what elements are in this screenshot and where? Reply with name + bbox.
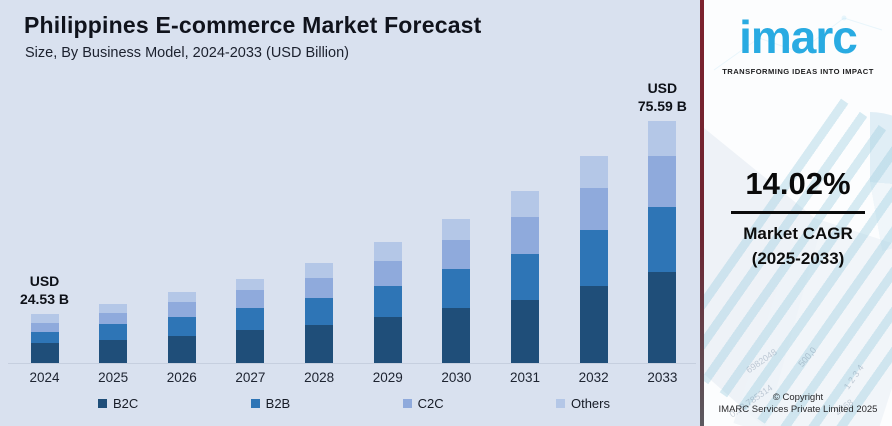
bar-segment-2031-others	[511, 191, 540, 217]
bar-value-label-2024: USD 24.53 B	[19, 273, 70, 307]
bar-segment-2026-b2b	[167, 317, 196, 336]
chart-legend: B2C B2B C2C Others	[98, 396, 610, 411]
bar-segment-2033-b2b	[648, 207, 677, 272]
legend-item-c2c: C2C	[402, 396, 444, 411]
bar-segment-2025-b2c	[99, 339, 128, 363]
bar-segment-2027-others	[236, 279, 265, 290]
bar-segment-2030-others	[442, 219, 471, 240]
cagr-value: 14.02%	[745, 166, 851, 201]
x-tick-2027: 2027	[235, 370, 266, 385]
watermark-text: 6982048	[744, 346, 779, 376]
cagr-label: Market CAGR	[743, 224, 853, 243]
cagr-divider	[731, 211, 865, 214]
bar-group-2026	[167, 292, 196, 363]
bar-group-2029	[373, 242, 402, 363]
bar-segment-2025-c2c	[99, 313, 128, 324]
bar-segment-2028-b2c	[305, 325, 334, 363]
bar-segment-2028-b2b	[305, 298, 334, 325]
cagr-period: (2025-2033)	[751, 249, 845, 268]
x-tick-2031: 2031	[510, 370, 541, 385]
x-tick-2028: 2028	[304, 370, 335, 385]
watermark-text: 1 2 3 4	[841, 362, 866, 392]
legend-label: Others	[570, 396, 610, 411]
x-tick-2033: 2033	[647, 370, 678, 385]
bar-segment-2032-b2c	[579, 286, 608, 363]
bar-segment-2027-c2c	[236, 290, 265, 308]
bar-segment-2033-c2c	[648, 156, 677, 207]
legend-swatch-b2b-icon	[250, 399, 260, 408]
copyright-line1: © Copyright	[772, 392, 824, 403]
x-tick-2025: 2025	[98, 370, 129, 385]
bar-segment-2029-others	[373, 242, 402, 261]
chart-subtitle: Size, By Business Model, 2024-2033 (USD …	[25, 45, 349, 61]
legend-item-others: Others	[555, 396, 610, 411]
bar-group-2024	[30, 314, 59, 363]
bar-segment-2031-b2b	[511, 254, 540, 300]
bar-segment-2027-b2b	[236, 308, 265, 330]
plot-area	[30, 121, 677, 363]
bar-group-2025	[99, 304, 128, 363]
bar-segment-2030-b2b	[442, 269, 471, 308]
bar-segment-2024-others	[30, 314, 59, 323]
bar-segment-2027-b2c	[236, 330, 265, 363]
legend-swatch-c2c-icon	[402, 399, 412, 408]
bar-segment-2032-c2c	[579, 188, 608, 230]
legend-label: C2C	[417, 396, 444, 411]
bar-segment-2024-c2c	[30, 322, 59, 332]
bar-segment-2025-others	[99, 304, 128, 313]
logo-tagline: TRANSFORMING IDEAS INTO IMPACT	[722, 67, 874, 76]
bar-segment-2029-c2c	[373, 261, 402, 286]
bar-value-label-2033: USD 75.59 B	[637, 80, 687, 114]
bar-group-2031	[511, 191, 540, 363]
bar-segment-2032-others	[579, 156, 608, 188]
bar-segment-2028-others	[305, 263, 334, 278]
bar-segment-2033-others	[648, 121, 677, 156]
bar-segment-2028-c2c	[305, 278, 334, 298]
bar-segment-2024-b2b	[30, 331, 59, 343]
bar-segment-2033-b2c	[648, 272, 677, 363]
bar-segment-2026-c2c	[167, 302, 196, 317]
x-tick-2030: 2030	[441, 370, 472, 385]
brand-panel: 500,0 6982048 0.13,785314 2768 1 2 3 4 i…	[700, 0, 892, 426]
page-title: Philippines E-commerce Market Forecast	[24, 12, 482, 38]
legend-swatch-b2c-icon	[98, 399, 107, 408]
bar-segment-2026-others	[167, 292, 196, 302]
bar-group-2027	[236, 279, 265, 363]
legend-item-b2b: B2B	[250, 396, 291, 411]
bar-segment-2029-b2b	[373, 286, 402, 317]
x-tick-2029: 2029	[372, 370, 403, 385]
legend-label: B2C	[113, 396, 139, 411]
bar-segment-2030-c2c	[442, 240, 471, 269]
bar-segment-2031-b2c	[511, 300, 540, 363]
imarc-logo: imarc	[739, 11, 858, 63]
bar-segment-2029-b2c	[373, 317, 402, 363]
x-axis-line	[8, 363, 696, 364]
watermark-text: 500,0	[796, 345, 819, 369]
bar-group-2030	[442, 219, 471, 363]
legend-item-b2c: B2C	[98, 396, 138, 411]
bar-segment-2031-c2c	[511, 217, 540, 254]
brand-panel-content: 500,0 6982048 0.13,785314 2768 1 2 3 4 i…	[700, 0, 892, 426]
x-tick-2026: 2026	[166, 370, 197, 385]
x-tick-2032: 2032	[578, 370, 609, 385]
bar-segment-2025-b2b	[99, 323, 128, 340]
legend-label: B2B	[265, 396, 291, 411]
bar-segment-2030-b2c	[442, 308, 471, 363]
copyright-line2: IMARC Services Private Limited 2025	[718, 404, 878, 415]
legend-swatch-others-icon	[555, 399, 565, 408]
bar-segment-2032-b2b	[579, 230, 608, 286]
copyright: © Copyright IMARC Services Private Limit…	[704, 392, 892, 415]
bar-group-2033	[648, 121, 677, 363]
bar-group-2032	[579, 156, 608, 363]
bar-segment-2024-b2c	[30, 342, 59, 363]
chart-section: Philippines E-commerce Market Forecast S…	[8, 12, 696, 411]
bar-segment-2026-b2c	[167, 335, 196, 363]
panel-edge-stripe	[700, 0, 704, 426]
bar-group-2028	[305, 263, 334, 363]
x-tick-2024: 2024	[29, 370, 60, 385]
